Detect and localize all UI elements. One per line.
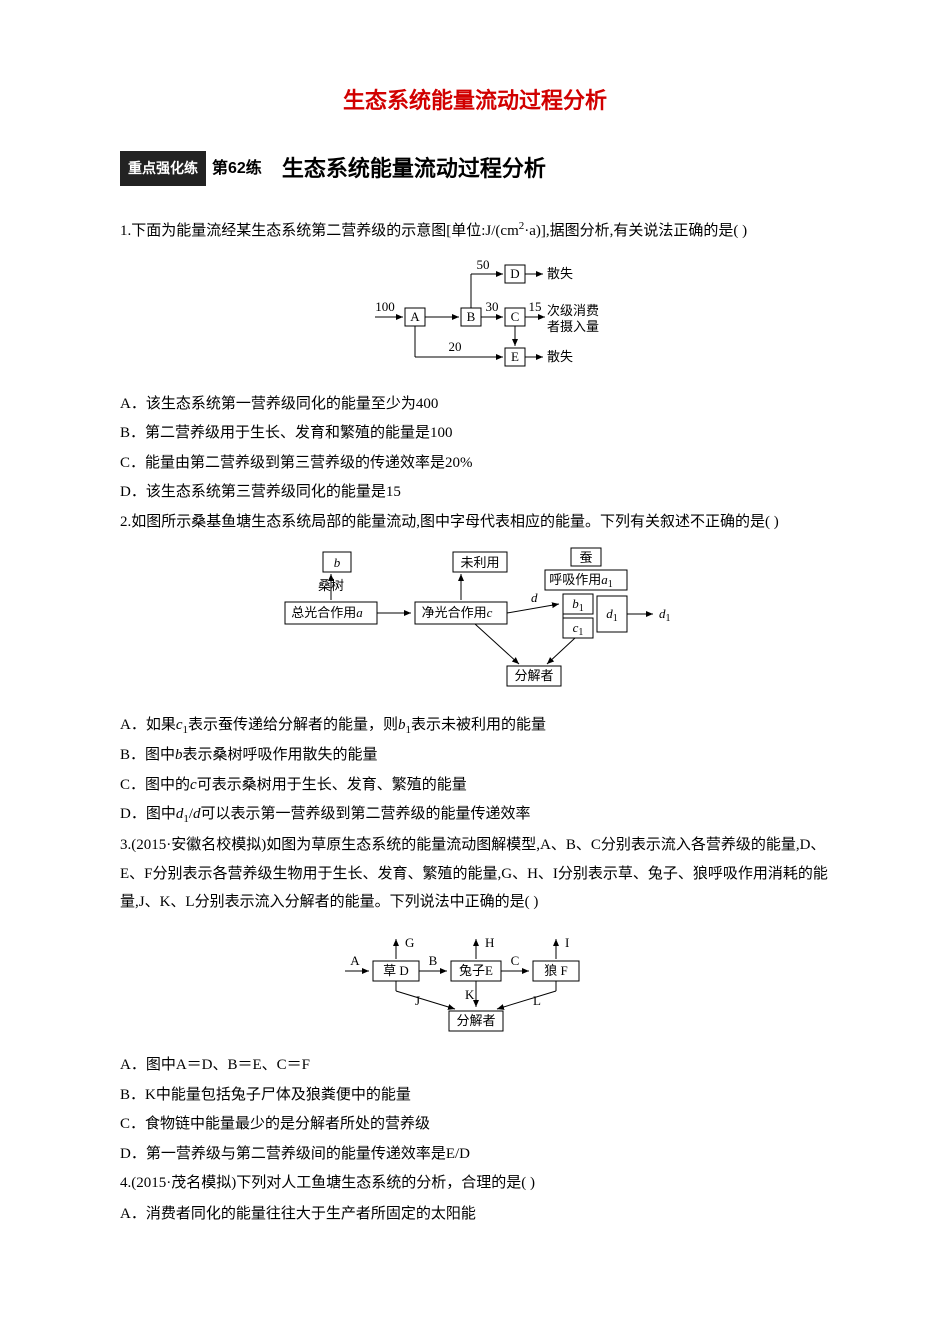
- section-title: 生态系统能量流动过程分析: [282, 148, 546, 190]
- svg-text:C: C: [511, 309, 520, 324]
- svg-text:散失: 散失: [547, 266, 573, 281]
- svg-text:20: 20: [449, 339, 462, 354]
- svg-text:I: I: [565, 935, 569, 950]
- q4-stem: 4.(2015·茂名模拟)下列对人工鱼塘生态系统的分析，合理的是( ): [120, 1169, 830, 1198]
- svg-text:c1: c1: [573, 620, 584, 638]
- q1-optD: D．该生态系统第三营养级同化的能量是15: [120, 478, 830, 507]
- q4-optA: A．消费者同化的能量往往大于生产者所固定的太阳能: [120, 1200, 830, 1229]
- svg-text:分解者: 分解者: [514, 668, 553, 683]
- svg-text:次级消费: 次级消费: [547, 303, 599, 318]
- lesson-number: 第62练: [212, 154, 262, 184]
- svg-text:呼吸作用a1: 呼吸作用a1: [549, 572, 613, 590]
- badge: 重点强化练: [120, 151, 206, 186]
- q3-optD: D．第一营养级与第二营养级间的能量传递效率是E/D: [120, 1140, 830, 1169]
- svg-text:A: A: [410, 309, 420, 324]
- svg-text:者摄入量: 者摄入量: [547, 319, 599, 334]
- figure-3: A 草 D G B 兔子E H C 狼 F I J K L 分解者: [120, 925, 830, 1046]
- svg-text:净光合作用c: 净光合作用c: [422, 605, 493, 620]
- svg-text:L: L: [533, 993, 541, 1008]
- q2-optD: D．图中d1/d可以表示第一营养级到第二营养级的能量传递效率: [120, 800, 830, 830]
- svg-text:30: 30: [486, 299, 499, 314]
- svg-text:H: H: [485, 935, 494, 950]
- q3-optB: B．K中能量包括兔子尸体及狼粪便中的能量: [120, 1081, 830, 1110]
- svg-text:草 D: 草 D: [383, 963, 409, 978]
- svg-text:C: C: [511, 953, 520, 968]
- svg-text:E: E: [511, 349, 519, 364]
- svg-text:G: G: [405, 935, 414, 950]
- q2-optB: B．图中b表示桑树呼吸作用散失的能量: [120, 741, 830, 770]
- q2-stem: 2.如图所示桑基鱼塘生态系统局部的能量流动,图中字母代表相应的能量。下列有关叙述…: [120, 508, 830, 537]
- q1-optA: A．该生态系统第一营养级同化的能量至少为400: [120, 390, 830, 419]
- svg-text:未利用: 未利用: [460, 555, 499, 570]
- q1-optB: B．第二营养级用于生长、发育和繁殖的能量是100: [120, 419, 830, 448]
- svg-text:狼 F: 狼 F: [544, 963, 567, 978]
- svg-text:兔子E: 兔子E: [459, 963, 493, 978]
- svg-text:d1: d1: [659, 606, 671, 624]
- svg-text:分解者: 分解者: [456, 1013, 495, 1028]
- svg-text:A: A: [350, 953, 360, 968]
- svg-text:d1: d1: [606, 606, 618, 624]
- q1-optC: C．能量由第二营养级到第三营养级的传递效率是20%: [120, 449, 830, 478]
- svg-text:蚕: 蚕: [579, 550, 592, 565]
- svg-text:K: K: [465, 987, 475, 1002]
- q3-optC: C．食物链中能量最少的是分解者所处的营养级: [120, 1110, 830, 1139]
- q2-optA: A．如果c1表示蚕传递给分解者的能量，则b1表示未被利用的能量: [120, 711, 830, 741]
- svg-text:b: b: [334, 555, 341, 570]
- q3-stem: 3.(2015·安徽名校模拟)如图为草原生态系统的能量流动图解模型,A、B、C分…: [120, 831, 830, 917]
- svg-text:总光合作用a: 总光合作用a: [291, 605, 363, 620]
- svg-text:D: D: [510, 266, 519, 281]
- svg-text:散失: 散失: [547, 349, 573, 364]
- svg-text:100: 100: [375, 299, 395, 314]
- q2-optC: C．图中的c可表示桑树用于生长、发育、繁殖的能量: [120, 771, 830, 800]
- page-title: 生态系统能量流动过程分析: [120, 80, 830, 122]
- svg-text:b1: b1: [572, 596, 584, 614]
- q3-optA: A．图中A＝D、B＝E、C＝F: [120, 1051, 830, 1080]
- figure-1: A B C D E 100 30 50 20 15 散失 次级消费 者摄入量 散…: [120, 253, 830, 384]
- svg-text:B: B: [429, 953, 438, 968]
- svg-text:B: B: [467, 309, 476, 324]
- svg-text:d: d: [531, 590, 538, 605]
- header-row: 重点强化练 第62练 生态系统能量流动过程分析: [120, 148, 830, 190]
- svg-text:50: 50: [477, 257, 490, 272]
- svg-text:J: J: [415, 993, 420, 1008]
- figure-2: b 桑树 总光合作用a 净光合作用c 未利用 d 蚕 呼吸作用a1 b1 c1 …: [120, 544, 830, 705]
- q1-stem: 1.下面为能量流经某生态系统第二营养级的示意图[单位:J/(cm2·a)],据图…: [120, 216, 830, 246]
- svg-text:15: 15: [529, 299, 542, 314]
